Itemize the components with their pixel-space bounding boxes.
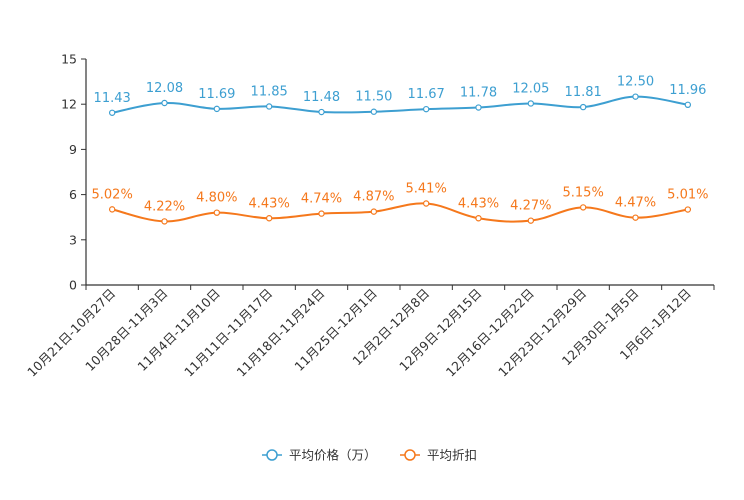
x-tick-label: 11月18日-11月24日 — [233, 286, 327, 380]
y-tick-label: 12 — [61, 97, 77, 112]
data-label: 11.96 — [669, 83, 706, 98]
data-label: 12.08 — [146, 81, 183, 96]
data-label: 4.27% — [510, 199, 551, 214]
data-point — [265, 103, 273, 110]
data-point — [527, 217, 535, 224]
x-tick-label: 12月23日-12月29日 — [495, 286, 589, 380]
data-label: 4.87% — [353, 190, 394, 205]
data-point — [579, 103, 587, 111]
data-point — [684, 206, 692, 213]
data-label: 11.43 — [94, 91, 131, 106]
data-point — [579, 204, 587, 211]
x-tick-label: 11月11日-11月17日 — [181, 286, 275, 380]
legend: 平均价格（万） 平均折扣 — [262, 448, 477, 463]
data-point — [684, 101, 692, 109]
data-point — [422, 200, 430, 207]
data-point — [161, 218, 168, 225]
data-label: 5.15% — [563, 185, 604, 200]
data-point — [370, 108, 378, 115]
data-point — [475, 104, 482, 111]
data-label: 4.43% — [458, 196, 499, 211]
data-label: 11.50 — [355, 90, 392, 105]
data-point — [108, 206, 116, 213]
data-point — [213, 209, 221, 216]
y-tick-label: 0 — [69, 278, 77, 293]
data-labels: 11.43 12.08 11.69 11.85 11.48 11.50 11.67 11.78… — [92, 75, 709, 215]
data-point — [632, 93, 639, 100]
data-label: 5.01% — [667, 188, 708, 203]
data-label: 12.50 — [617, 75, 654, 90]
y-tick-label: 9 — [69, 142, 77, 157]
data-point — [108, 109, 116, 116]
data-point — [318, 108, 325, 116]
x-tick-label: 10月21日-10月27日 — [24, 286, 118, 380]
data-point — [370, 208, 378, 215]
data-label: 4.74% — [301, 192, 342, 207]
data-label: 4.80% — [196, 191, 237, 206]
data-label: 4.43% — [249, 196, 290, 211]
legend-marker — [404, 449, 416, 461]
data-label: 12.05 — [512, 81, 549, 96]
data-point — [318, 210, 325, 217]
data-point — [475, 215, 482, 222]
legend-label: 平均价格（万） — [289, 448, 377, 463]
data-label: 11.48 — [303, 90, 340, 105]
data-label: 4.22% — [144, 199, 185, 214]
data-label: 4.47% — [615, 196, 656, 211]
data-label: 5.41% — [406, 181, 447, 196]
data-label: 11.81 — [565, 85, 602, 100]
data-point — [213, 105, 221, 113]
y-tick-label: 15 — [61, 52, 77, 67]
data-point — [422, 105, 430, 113]
data-label: 11.67 — [408, 87, 445, 102]
data-point — [161, 99, 168, 107]
data-point — [632, 214, 639, 221]
data-label: 11.78 — [460, 86, 497, 101]
data-point — [527, 100, 535, 107]
data-label: 5.02% — [92, 187, 133, 202]
series-line-1 — [111, 95, 688, 114]
y-tick-label: 3 — [69, 232, 77, 247]
data-label: 11.69 — [198, 87, 235, 102]
y-tick-label: 6 — [69, 187, 77, 202]
series-layer — [108, 93, 692, 225]
legend-marker — [266, 449, 278, 461]
legend-label: 平均折扣 — [427, 448, 477, 463]
data-label: 11.85 — [251, 84, 288, 99]
x-tick-label: 12月16日-12月22日 — [443, 286, 537, 380]
series-line-2 — [111, 202, 688, 223]
data-point — [265, 215, 273, 222]
